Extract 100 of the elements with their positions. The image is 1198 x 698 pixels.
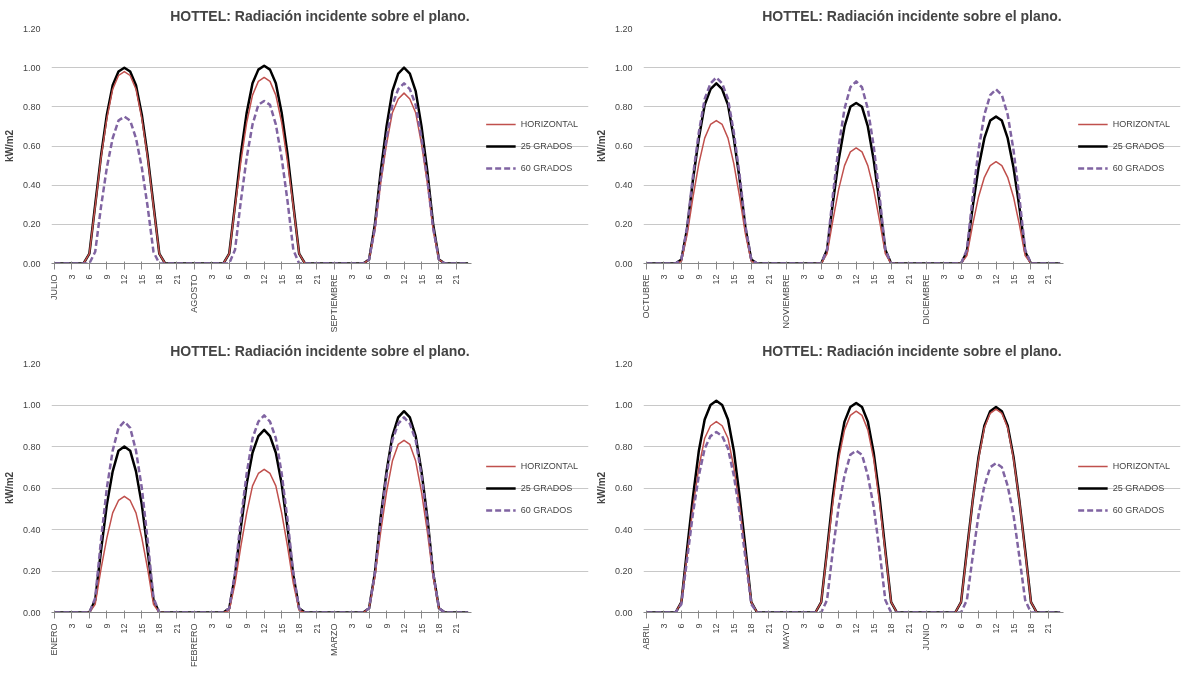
x-tick-label: 18 <box>294 274 305 285</box>
y-tick-label: 0.40 <box>22 524 41 535</box>
y-tick-label: 0.60 <box>614 141 633 151</box>
y-tick-label: 1.20 <box>614 23 633 34</box>
x-tick-label: 21 <box>451 274 462 285</box>
x-tick-label: 12 <box>711 623 722 634</box>
x-tick-label: 18 <box>886 274 897 285</box>
x-tick-label: 9 <box>833 274 844 280</box>
x-tick-label: 18 <box>294 623 305 634</box>
x-tick-label: 6 <box>956 274 967 280</box>
chart-title: HOTTEL: Radiación incidente sobre el plano. <box>170 7 470 24</box>
x-tick-label: 15 <box>868 274 879 285</box>
x-tick-label: 6 <box>956 623 967 629</box>
x-tick-label: 12 <box>259 623 270 634</box>
legend-label: 60 GRADOS <box>1112 504 1165 515</box>
y-tick-label: 0.60 <box>614 483 633 493</box>
chart-title: HOTTEL: Radiación incidente sobre el plano. <box>170 342 470 359</box>
legend-label: 25 GRADOS <box>520 140 573 151</box>
y-tick-label: 0.80 <box>614 441 633 452</box>
x-tick-label: 15 <box>136 623 147 634</box>
x-tick-label: 21 <box>311 274 322 285</box>
x-tick-label: 15 <box>416 623 427 634</box>
x-tick-label: FEBRERO <box>189 623 200 668</box>
x-tick-label: 3 <box>658 623 669 629</box>
x-tick-label: 21 <box>763 274 774 285</box>
x-tick-label: 6 <box>84 274 95 280</box>
chart-title: HOTTEL: Radiación incidente sobre el plano. <box>762 342 1062 359</box>
y-tick-label: 0.40 <box>22 180 41 191</box>
x-tick-label: 6 <box>816 274 827 280</box>
y-axis-title: kW/m2 <box>595 129 607 163</box>
legend-label: 60 GRADOS <box>1112 162 1165 173</box>
x-tick-label: 21 <box>1043 623 1054 634</box>
x-tick-label: 18 <box>746 274 757 285</box>
x-tick-label: 12 <box>119 623 130 634</box>
y-tick-label: 0.80 <box>22 441 41 452</box>
y-tick-label: 1.20 <box>22 23 41 34</box>
x-tick-label: 12 <box>119 274 130 285</box>
x-tick-label: 15 <box>416 274 427 285</box>
x-tick-label: 15 <box>1008 274 1019 285</box>
x-tick-label: 18 <box>1025 274 1036 285</box>
x-tick-label: 9 <box>973 623 984 629</box>
x-tick-label: 12 <box>711 274 722 285</box>
x-tick-label: ENERO <box>49 623 60 656</box>
x-tick-label: 6 <box>224 623 235 629</box>
x-tick-label: MAYO <box>781 623 792 650</box>
x-tick-label: 9 <box>101 274 112 280</box>
y-tick-label: 1.00 <box>22 400 41 410</box>
x-tick-label: 15 <box>136 274 147 285</box>
y-tick-label: 0.80 <box>22 101 41 112</box>
legend-label: HORIZONTAL <box>1112 118 1170 129</box>
legend-label: 60 GRADOS <box>520 162 573 173</box>
x-tick-label: 9 <box>693 623 704 629</box>
x-tick-label: 21 <box>171 623 182 634</box>
y-tick-label: 0.00 <box>22 258 41 269</box>
x-tick-label: 21 <box>763 623 774 634</box>
x-tick-label: 9 <box>241 274 252 280</box>
x-tick-label: 18 <box>154 274 165 285</box>
x-tick-label: 15 <box>868 623 879 634</box>
x-tick-label: 3 <box>66 274 77 280</box>
x-tick-label: 9 <box>381 623 392 629</box>
y-tick-label: 0.20 <box>22 219 41 230</box>
x-tick-label: 21 <box>171 274 182 285</box>
y-tick-label: 0.60 <box>22 483 41 493</box>
x-tick-label: MARZO <box>329 623 340 656</box>
y-tick-label: 1.20 <box>22 358 41 369</box>
x-tick-label: 12 <box>991 274 1002 285</box>
legend-label: HORIZONTAL <box>520 118 578 129</box>
x-tick-label: 3 <box>346 623 357 629</box>
x-tick-label: 3 <box>346 274 357 280</box>
x-tick-label: 21 <box>311 623 322 634</box>
x-tick-label: 9 <box>101 623 112 629</box>
y-tick-label: 0.40 <box>614 180 633 191</box>
x-tick-label: 6 <box>816 623 827 629</box>
x-tick-label: 18 <box>746 623 757 634</box>
x-tick-label: 21 <box>903 623 914 634</box>
x-tick-label: 6 <box>676 274 687 280</box>
legend-label: 25 GRADOS <box>1112 140 1165 151</box>
y-tick-label: 0.80 <box>614 101 633 112</box>
x-tick-label: 12 <box>399 274 410 285</box>
y-axis-title: kW/m2 <box>3 129 15 163</box>
x-tick-label: 15 <box>276 623 287 634</box>
x-tick-label: 6 <box>364 623 375 629</box>
x-tick-label: 9 <box>973 274 984 280</box>
legend-label: 25 GRADOS <box>520 482 573 493</box>
x-tick-label: 12 <box>851 274 862 285</box>
x-tick-label: NOVIEMBRE <box>781 274 792 329</box>
x-tick-label: 3 <box>206 623 217 629</box>
x-tick-label: 3 <box>938 274 949 280</box>
x-tick-label: 6 <box>364 274 375 280</box>
x-tick-label: 3 <box>938 623 949 629</box>
x-tick-label: 9 <box>381 274 392 280</box>
x-tick-label: 21 <box>1043 274 1054 285</box>
y-axis-title: kW/m2 <box>3 471 15 505</box>
y-tick-label: 0.00 <box>22 607 41 618</box>
x-tick-label: 12 <box>991 623 1002 634</box>
x-tick-label: 15 <box>728 623 739 634</box>
y-tick-label: 0.00 <box>614 258 633 269</box>
x-tick-label: DICIEMBRE <box>921 274 932 325</box>
y-tick-label: 0.20 <box>22 566 41 576</box>
x-tick-label: 9 <box>833 623 844 629</box>
